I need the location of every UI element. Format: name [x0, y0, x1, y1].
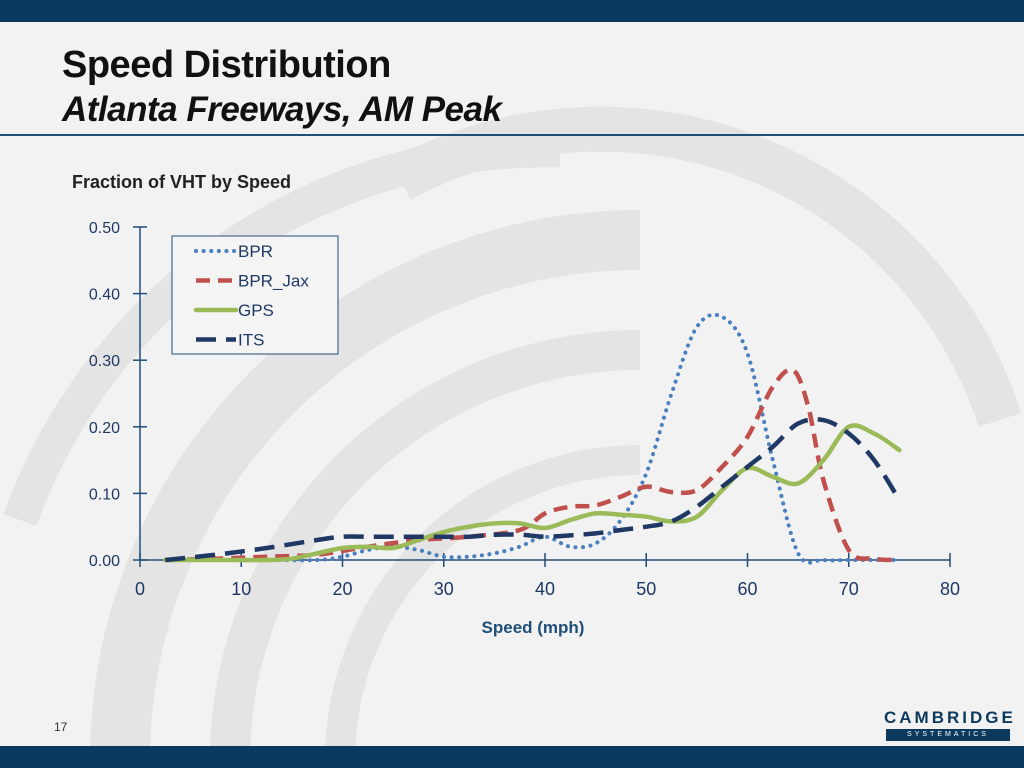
- legend-label: ITS: [238, 331, 264, 350]
- y-tick-label: 0.30: [89, 353, 120, 370]
- bottom-banner: [0, 746, 1024, 768]
- x-tick-label: 70: [839, 579, 859, 599]
- logo-subtitle: SYSTEMATICS: [886, 729, 1010, 741]
- x-tick-label: 40: [535, 579, 555, 599]
- y-tick-label: 0.00: [89, 553, 120, 570]
- series-line-gps: [163, 423, 902, 563]
- slide-title: Speed Distribution: [62, 44, 391, 86]
- slide-subtitle: Atlanta Freeways, AM Peak: [62, 90, 502, 129]
- x-tick-label: 60: [737, 579, 757, 599]
- chart-title: Fraction of VHT by Speed: [72, 172, 291, 192]
- y-tick-label: 0.40: [89, 287, 120, 304]
- legend-label: BPR: [238, 242, 273, 261]
- series-line-bpr-jax: [165, 367, 900, 563]
- legend-box: [171, 235, 339, 355]
- series-line-bpr: [163, 312, 902, 565]
- series-line-its: [165, 417, 902, 563]
- x-tick-label: 50: [636, 579, 656, 599]
- x-tick-label: 30: [434, 579, 454, 599]
- title-divider: [0, 134, 1024, 136]
- y-tick-label: 0.20: [89, 420, 120, 437]
- logo-name: CAMBRIDGE: [884, 708, 1016, 727]
- legend-label: BPR_Jax: [238, 272, 309, 291]
- page-number: 17: [54, 720, 68, 734]
- top-banner: [0, 0, 1024, 22]
- cambridge-systematics-logo: CAMBRIDGE SYSTEMATICS: [884, 708, 1016, 742]
- legend-label: GPS: [238, 301, 274, 320]
- x-tick-label: 10: [231, 579, 251, 599]
- x-tick-label: 80: [940, 579, 960, 599]
- x-tick-label: 0: [135, 579, 145, 599]
- x-tick-label: 20: [332, 579, 352, 599]
- y-tick-label: 0.10: [89, 486, 120, 503]
- y-tick-label: 0.50: [89, 220, 120, 237]
- x-axis-label: Speed (mph): [482, 618, 585, 637]
